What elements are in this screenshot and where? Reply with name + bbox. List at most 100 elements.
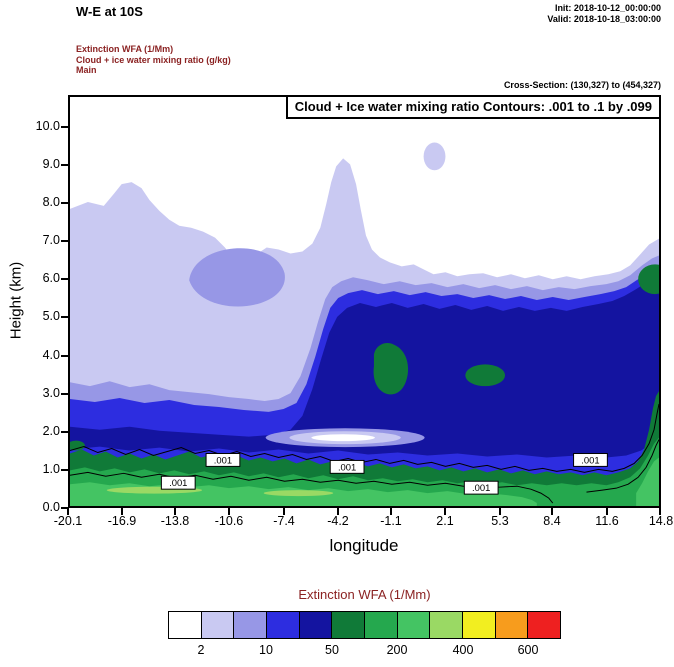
contour-label-box [573,453,608,467]
colorbar-tick-label: 600 [517,643,539,657]
fill-blob-lavender-aloft [423,142,446,171]
y-tick-mark [61,469,68,471]
contour-label-group: .001 .001 .001 .001 .001 [160,453,608,495]
contour-label: .001 [214,454,232,465]
field-line-domain: Main [76,65,97,75]
x-tick-label: 11.6 [595,514,619,528]
y-tick-label: 7.0 [42,233,60,247]
y-tick-label: 9.0 [42,157,60,171]
page-title: W-E at 10S [76,4,143,19]
y-tick-mark [61,164,68,166]
contour-info-box: Cloud + Ice water mixing ratio Contours:… [285,95,661,119]
x-tick-label: 14.8 [648,514,674,528]
x-tick-mark [228,508,230,515]
cloud-ice-contour-line-01b [586,439,659,493]
y-tick-label: 6.0 [42,271,60,285]
fill-blob-green-midlevel-east [465,364,506,387]
colorbar-tick-label: 10 [259,643,273,657]
colorbar-title: Extinction WFA (1/Mm) [298,587,431,602]
x-tick-mark [551,508,553,515]
lens-core-white [311,434,375,442]
y-tick-mark [61,431,68,433]
x-tick-label: -7.4 [273,514,295,528]
x-tick-mark [67,508,69,515]
valid-time: Valid: 2018-10-18_03:00:00 [547,14,661,24]
colorbar-tick-label: 50 [325,643,339,657]
x-tick-label: -10.6 [214,514,244,528]
colorbar-cell [365,612,398,638]
colorbar-cell [201,612,235,638]
x-tick-mark [444,508,446,515]
fill-streak-light-green-2 [263,490,334,497]
fill-patch-medium-green-right [636,457,659,506]
y-tick-label: 8.0 [42,195,60,209]
colorbar-tick-label: 400 [452,643,474,657]
fill-blob-green-right-edge [638,264,659,295]
init-valid-block: Init: 2018-10-12_00:00:00 Valid: 2018-10… [547,3,661,25]
x-tick-label: -20.1 [53,514,83,528]
field-description-block: Extinction WFA (1/Mm) Cloud + ice water … [76,44,231,76]
colorbar-cell [267,612,300,638]
y-tick-mark [61,393,68,395]
fill-blob-periwinkle-aloft [189,248,285,307]
colorbar-cell [299,612,333,638]
contour-label-box [463,480,499,495]
y-tick-mark [61,126,68,128]
x-tick-label: -1.1 [380,514,402,528]
contour-label: .001 [472,482,490,493]
colorbar-cell [430,612,464,638]
field-line-cloud-ice: Cloud + ice water mixing ratio (g/kg) [76,54,231,65]
contour-label-box [160,475,196,490]
contour-label-box [329,459,365,474]
colorbar-cell [332,612,366,638]
y-tick-mark [61,316,68,318]
contour-label-box [205,453,241,467]
y-tick-label: 0.0 [42,500,60,514]
colorbar-tick-label: 200 [386,643,408,657]
colorbar-cell [397,612,431,638]
x-tick-label: 2.1 [436,514,454,528]
colorbar-cell [463,612,496,638]
colorbar-cell [528,612,561,638]
init-time: Init: 2018-10-12_00:00:00 [554,3,661,13]
plot-area: Cloud + Ice water mixing ratio Contours:… [68,95,661,508]
colorbar-tick-label: 2 [197,643,205,657]
cross-section-coords: Cross-Section: (130,327) to (454,327) [503,80,661,90]
x-axis-title: longitude [329,536,399,555]
fill-blob-green-left-edge [70,440,85,451]
contour-label: .001 [169,477,187,488]
x-tick-label: 8.4 [543,514,561,528]
y-tick-label: 3.0 [42,386,60,400]
y-tick-mark [61,240,68,242]
x-tick-label: -4.2 [327,514,349,528]
x-tick-label: -13.8 [160,514,190,528]
fill-blob-green-midlevel-west [373,343,409,395]
colorbar-cell [495,612,529,638]
y-tick-mark [61,202,68,204]
cloud-ice-contour-line-001 [70,403,659,473]
y-tick-label: 5.0 [42,309,60,323]
x-tick-mark [499,508,501,515]
contour-plot-canvas: .001 .001 .001 .001 .001 [70,142,659,506]
colorbar-cell [169,612,202,638]
x-tick-mark [174,508,176,515]
contour-label: .001 [581,454,599,465]
field-line-extinction: Extinction WFA (1/Mm) [76,44,174,54]
x-tick-label: -16.9 [107,514,137,528]
y-axis-title: Height (km) [7,261,25,340]
colorbar-cell [234,612,268,638]
x-tick-mark [337,508,339,515]
y-tick-label: 10.0 [35,119,60,133]
cloud-ice-contour-line-01a [70,471,554,504]
y-tick-label: 2.0 [42,424,60,438]
x-tick-mark [121,508,123,515]
y-tick-mark [61,355,68,357]
x-tick-mark [390,508,392,515]
x-tick-mark [659,508,661,515]
y-tick-mark [61,278,68,280]
x-tick-mark [606,508,608,515]
y-tick-mark [61,507,68,509]
y-tick-label: 1.0 [42,462,60,476]
x-tick-mark [283,508,285,515]
